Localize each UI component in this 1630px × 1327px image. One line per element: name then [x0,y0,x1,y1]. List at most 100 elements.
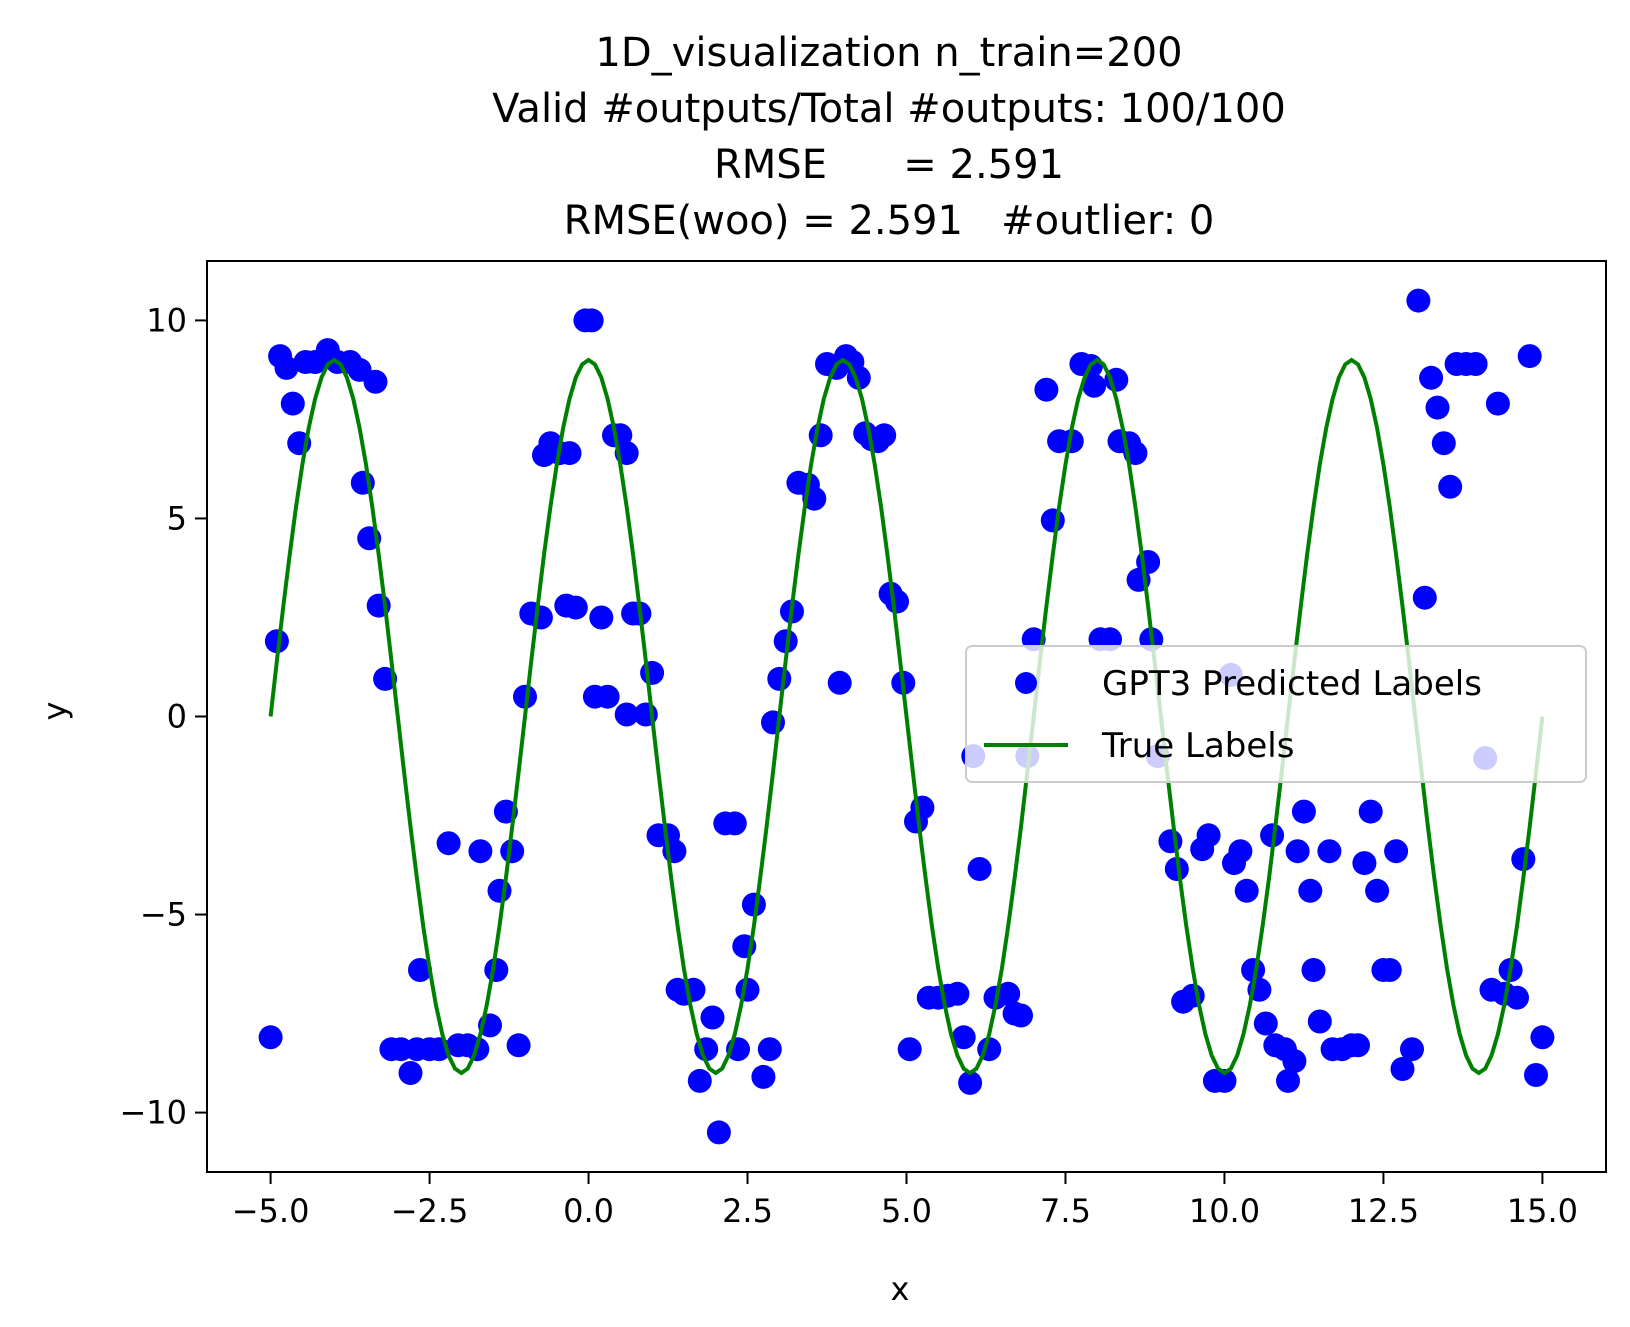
scatter-point [506,1033,531,1058]
scatter-point [1419,365,1444,390]
scatter-point [513,684,537,709]
x-tick-label: 12.5 [1348,1192,1419,1230]
scatter-point [595,684,620,709]
true-labels-line [268,357,1545,1076]
scatter-point [1377,958,1402,982]
scatter-point [706,1120,731,1145]
scatter-point [951,1025,976,1050]
scatter-point [1285,839,1310,864]
scatter-point [1196,823,1221,848]
x-tick-label: −5.0 [232,1192,310,1230]
x-tick-label: 15.0 [1507,1192,1578,1230]
scatter-point [1059,429,1084,454]
scatter-point [1485,391,1510,416]
scatter-point [484,958,509,982]
scatter-point [1406,288,1431,313]
scatter-point [468,839,493,864]
scatter-point [808,423,833,448]
scatter-point [1276,1068,1300,1093]
legend-label-true: True Labels [1101,726,1294,766]
scatter-point [1505,985,1529,1010]
legend-marker-predicted [1015,672,1037,694]
scatter-point [1431,431,1456,456]
x-tick-label: 2.5 [722,1192,773,1230]
y-tick-label: 10 [146,301,187,339]
scatter-point [1291,799,1316,824]
scatter-point [687,1068,712,1093]
title-line-2: Valid #outputs/Total #outputs: 100/100 [492,86,1286,132]
scatter-point [1212,1068,1237,1093]
x-axis: −5.0 −2.5 0.0 2.5 5.0 7.5 10.0 12.5 15.0 [232,1172,1578,1230]
x-tick-label: 0.0 [563,1192,614,1230]
scatter-point [1260,823,1285,848]
scatter-point [1530,1025,1555,1050]
scatter-point [1517,344,1542,369]
y-tick-label: 5 [167,499,187,537]
scatter-point [589,605,614,630]
scatter-point [398,1061,423,1085]
scatter-point [996,981,1021,1006]
x-tick-label: 10.0 [1189,1192,1260,1230]
scatter-point [1180,983,1205,1008]
scatter-point [563,595,588,620]
scatter-point [1524,1063,1548,1087]
scatter-point [1298,878,1323,903]
scatter-point [827,670,852,695]
scatter-point [579,308,604,333]
scatter-point [910,795,935,820]
scatter-point [528,605,553,630]
title-line-1: 1D_visualization n_train=200 [595,30,1182,76]
scatter-point [945,981,970,1006]
scatter-point [757,1037,782,1062]
scatter-point [885,589,909,614]
scatter-point [408,958,432,982]
scatter-point [1307,1009,1332,1034]
scatter-point [487,878,512,903]
scatter-point [614,702,639,727]
scatter-point [1317,839,1342,864]
scatter-point [1511,847,1536,872]
y-tick-label: −5 [140,896,187,934]
scatter-point [751,1064,776,1089]
scatter-point [1390,1057,1415,1081]
scatter-point [1412,585,1437,610]
scatter-point [1463,352,1488,376]
scatter-point [274,355,299,380]
scatter-point [1400,1037,1424,1062]
scatter-point [700,1005,725,1030]
scatter-point [722,811,747,836]
chart-title: 1D_visualization n_train=200 Valid #outp… [492,30,1286,244]
y-axis: −10 −5 0 5 10 [119,301,207,1132]
scatter-point [1228,839,1253,864]
scatter-point [735,977,760,1002]
scatter-point [1034,377,1059,402]
scatter-point [1253,1011,1278,1036]
scatter-point [557,441,582,466]
y-tick-label: −10 [119,1094,187,1132]
scatter-point [1082,373,1107,398]
legend-box [965,645,1587,783]
scatter-point [1352,851,1377,876]
scatter-point [872,423,897,448]
scatter-point [363,369,388,394]
scatter-point [897,1037,922,1062]
scatter-point [500,839,525,864]
x-tick-label: 7.5 [1040,1192,1091,1230]
scatter-point [1346,1033,1370,1058]
scatter-point [264,629,289,654]
scatter-point [1384,839,1409,864]
scatter-point [1234,878,1259,903]
title-line-3: RMSE = 2.591 [714,142,1064,188]
scatter-point [767,666,792,691]
scatter-point [258,1025,283,1050]
scatter-point [1358,799,1383,824]
scatter-point [967,857,992,881]
scatter-point [1241,958,1266,982]
scatter-point [1425,395,1450,420]
scatter-point [1040,508,1065,533]
scatter-point [773,629,798,654]
scatter-point [1365,878,1390,903]
x-tick-label: 5.0 [881,1192,932,1230]
scatter-point [741,892,766,917]
